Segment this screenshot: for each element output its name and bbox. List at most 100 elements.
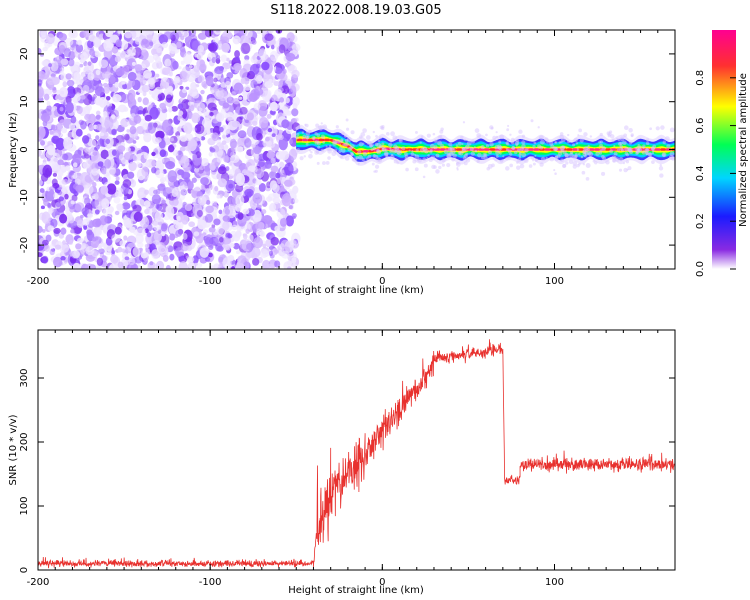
signal-halo-dot — [565, 161, 569, 165]
noise-blob — [153, 189, 158, 195]
noise-blob — [81, 207, 89, 216]
noise-blob — [178, 110, 184, 116]
noise-blob — [99, 116, 106, 125]
noise-blob — [46, 100, 51, 107]
signal-halo-dot — [435, 153, 440, 158]
noise-blob — [256, 30, 262, 35]
signal-halo-dot — [507, 149, 512, 154]
signal-halo-dot — [473, 146, 476, 149]
signal-halo-dot — [462, 121, 466, 124]
noise-blob — [46, 76, 57, 85]
signal-halo-dot — [523, 158, 529, 163]
signal-halo-dot — [441, 163, 446, 167]
noise-blob — [177, 31, 183, 38]
noise-blob — [39, 188, 45, 193]
noise-blob — [120, 93, 130, 104]
noise-blob — [217, 178, 227, 188]
noise-blob — [111, 114, 116, 120]
signal-halo-dot — [629, 141, 633, 145]
signal-halo-dot — [316, 133, 321, 138]
noise-blob — [87, 39, 94, 49]
signal-halo-dot — [295, 126, 298, 130]
noise-blob — [128, 94, 136, 102]
noise-blob — [40, 205, 45, 210]
signal-halo-dot — [428, 158, 433, 163]
signal-halo-dot — [294, 117, 299, 122]
noise-blob — [54, 244, 62, 250]
noise-blob — [216, 156, 223, 163]
noise-blob — [80, 52, 89, 61]
noise-blob — [191, 112, 201, 124]
noise-blob — [280, 73, 288, 82]
noise-blob — [99, 132, 105, 137]
signal-halo-dot — [499, 134, 504, 140]
signal-halo-dot — [426, 133, 431, 138]
noise-blob — [227, 233, 233, 239]
noise-blob — [187, 256, 195, 263]
noise-blob — [197, 195, 207, 206]
signal-halo-dot — [299, 156, 304, 161]
signal-halo-dot — [636, 145, 641, 151]
signal-halo-dot — [315, 123, 320, 128]
noise-blob — [191, 177, 197, 183]
signal-halo-dot — [601, 171, 606, 176]
noise-blob — [57, 159, 64, 166]
signal-halo-dot — [452, 148, 456, 151]
noise-blob — [151, 194, 161, 205]
noise-blob — [142, 97, 149, 106]
noise-blob — [167, 144, 175, 153]
noise-blob — [132, 204, 142, 213]
noise-blob — [292, 96, 300, 107]
noise-blob — [205, 199, 211, 205]
noise-blob — [211, 56, 217, 64]
signal-halo-dot — [611, 155, 616, 160]
noise-blob — [117, 104, 127, 113]
signal-halo-dot — [451, 157, 455, 162]
noise-blob — [209, 112, 214, 117]
noise-blob — [103, 208, 109, 217]
noise-blob — [155, 160, 162, 168]
noise-blob — [270, 236, 279, 246]
noise-blob — [208, 42, 218, 53]
noise-blob — [94, 209, 100, 215]
signal-halo-dot — [390, 131, 395, 137]
noise-blob — [122, 246, 132, 257]
signal-halo-dot — [655, 126, 660, 131]
signal-halo-dot — [572, 164, 577, 169]
noise-blob — [235, 230, 241, 238]
noise-blob — [38, 79, 43, 86]
signal-halo-dot — [439, 129, 444, 134]
noise-blob — [48, 186, 55, 192]
noise-blob — [237, 137, 247, 149]
signal-halo-dot — [618, 168, 623, 172]
signal-halo-dot — [308, 153, 313, 159]
noise-blob — [114, 191, 122, 197]
noise-blob — [119, 240, 126, 247]
noise-blob — [76, 105, 83, 115]
signal-halo-dot — [589, 135, 593, 138]
noise-blob — [69, 250, 75, 257]
signal-halo-dot — [483, 156, 488, 161]
noise-blob — [162, 119, 172, 133]
noise-blob — [276, 208, 286, 219]
signal-halo-dot — [645, 138, 650, 142]
noise-blob — [73, 183, 79, 190]
noise-blob — [153, 231, 163, 242]
noise-blob — [153, 53, 159, 61]
noise-blob — [129, 226, 136, 233]
noise-blob — [215, 54, 221, 60]
signal-halo-dot — [532, 145, 536, 149]
noise-blob — [205, 205, 214, 214]
signal-halo-dot — [517, 148, 521, 152]
signal-halo-dot — [389, 147, 392, 150]
bottom-plot-frame — [37, 329, 676, 571]
signal-halo-dot — [426, 157, 429, 160]
signal-halo-dot — [457, 141, 462, 146]
noise-blob — [235, 56, 240, 62]
noise-blob — [70, 115, 77, 124]
noise-blob — [231, 91, 237, 97]
noise-blob — [65, 101, 74, 114]
noise-blob — [268, 170, 277, 180]
noise-blob — [134, 256, 143, 264]
noise-blob — [279, 217, 287, 227]
